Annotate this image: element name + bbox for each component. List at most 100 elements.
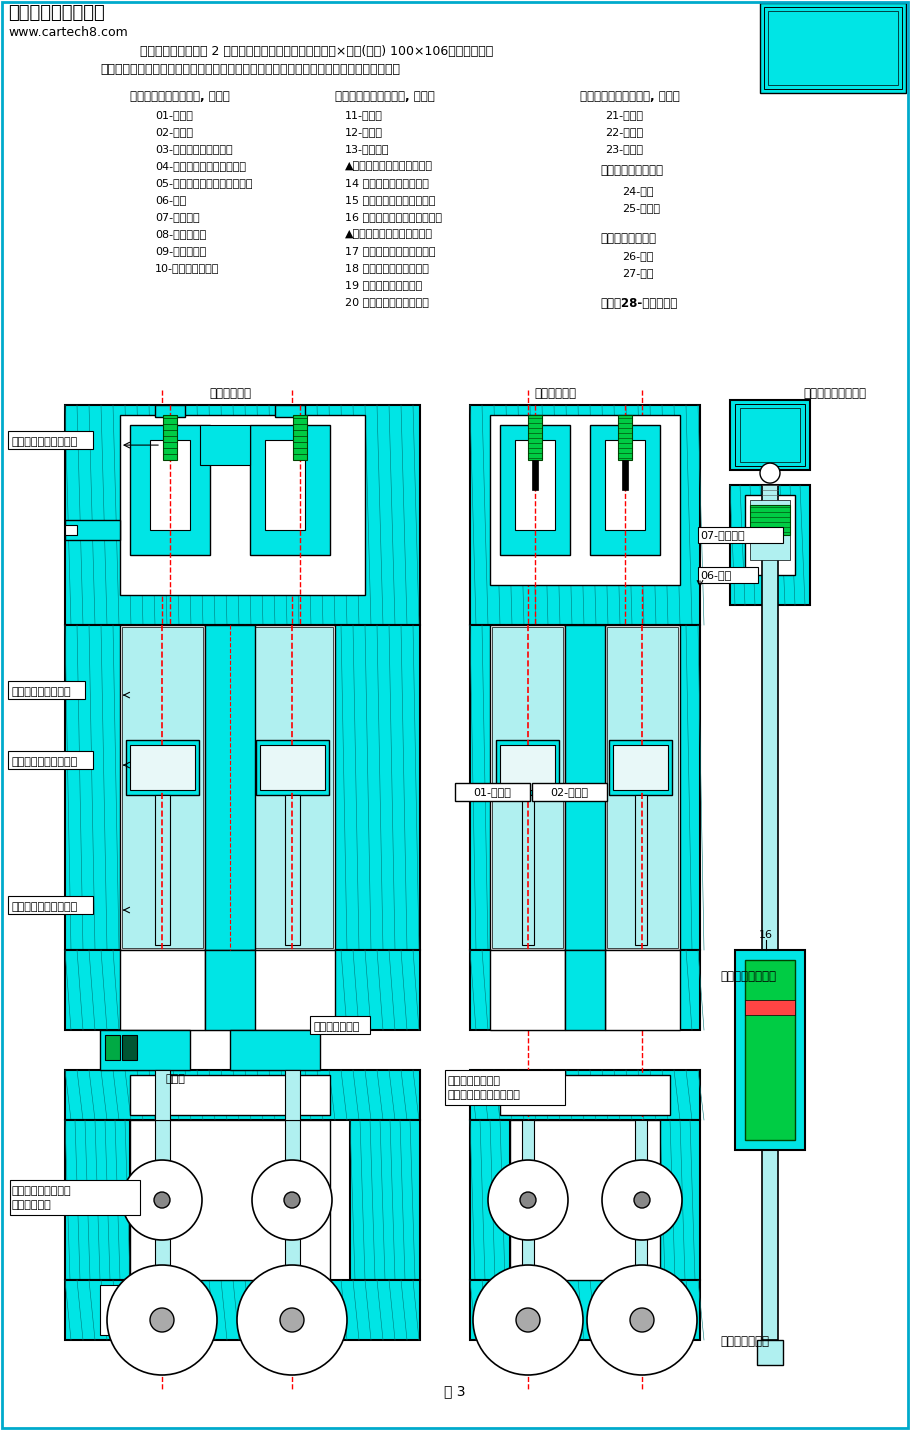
Bar xyxy=(130,745,195,789)
Circle shape xyxy=(488,1160,568,1240)
Bar xyxy=(470,950,700,1030)
Text: ▲新鲜空气进气口单向阀组件: ▲新鲜空气进气口单向阀组件 xyxy=(345,162,433,172)
Bar xyxy=(635,1120,647,1280)
Text: 13-密封圈盖: 13-密封圈盖 xyxy=(345,144,389,154)
Circle shape xyxy=(284,1193,300,1208)
Bar xyxy=(496,741,559,795)
Bar xyxy=(730,485,810,605)
Text: 之三：气缸体及汽缸套, 包括：: 之三：气缸体及汽缸套, 包括： xyxy=(580,90,680,103)
Text: 之四：活塞及活塞杆: 之四：活塞及活塞杆 xyxy=(11,686,71,696)
Text: 12-密封圈: 12-密封圈 xyxy=(345,127,383,137)
Bar xyxy=(764,7,902,89)
Circle shape xyxy=(630,1308,654,1331)
Text: 图 3: 图 3 xyxy=(444,1384,466,1399)
Text: 机座及其组件: 机座及其组件 xyxy=(12,1200,52,1210)
Bar xyxy=(256,741,329,795)
Text: 22-气缸套: 22-气缸套 xyxy=(605,127,643,137)
Text: 20 压缩空气出气口弹簧座: 20 压缩空气出气口弹簧座 xyxy=(345,297,429,307)
Bar xyxy=(618,415,632,460)
Bar xyxy=(740,408,800,462)
Bar xyxy=(730,400,810,470)
Bar xyxy=(532,784,607,801)
Bar xyxy=(745,960,795,1140)
Text: 01-汽缸盖: 01-汽缸盖 xyxy=(473,787,511,797)
Bar xyxy=(470,625,700,950)
Bar xyxy=(285,1070,300,1120)
Circle shape xyxy=(252,1160,332,1240)
Bar xyxy=(10,1180,140,1216)
Bar xyxy=(163,415,177,460)
Bar xyxy=(120,950,205,1030)
Circle shape xyxy=(154,1193,170,1208)
Text: 08-排气管接头: 08-排气管接头 xyxy=(155,229,207,239)
Bar xyxy=(470,405,700,625)
Bar xyxy=(122,1035,137,1060)
Text: 注塞顿: 注塞顿 xyxy=(165,1074,185,1084)
Text: 02-三通阀: 02-三通阀 xyxy=(550,787,588,797)
Bar xyxy=(265,440,305,531)
Bar xyxy=(760,3,906,93)
Circle shape xyxy=(122,1160,202,1240)
Circle shape xyxy=(280,1308,304,1331)
Bar xyxy=(8,897,93,914)
Bar xyxy=(605,440,645,531)
Text: 19 压缩空气出气口弹簧: 19 压缩空气出气口弹簧 xyxy=(345,280,422,290)
Bar xyxy=(100,1030,190,1070)
Bar xyxy=(515,440,555,531)
Bar xyxy=(293,415,307,460)
Bar xyxy=(260,745,325,789)
Bar xyxy=(252,628,333,948)
Text: 24-活塞: 24-活塞 xyxy=(622,186,653,196)
Bar xyxy=(490,1286,520,1336)
Bar xyxy=(205,625,255,950)
Bar xyxy=(757,1340,783,1366)
Text: 之一：汽缸盖及其组件: 之一：汽缸盖及其组件 xyxy=(11,438,77,448)
Bar xyxy=(8,430,93,449)
Text: 06-活阀: 06-活阀 xyxy=(700,571,732,581)
Bar xyxy=(735,405,805,466)
Circle shape xyxy=(107,1266,217,1376)
Bar xyxy=(607,628,678,948)
Text: 18 压缩空气出气口单向阀: 18 压缩空气出气口单向阀 xyxy=(345,263,429,273)
Text: 25-活塞杆: 25-活塞杆 xyxy=(622,203,660,213)
Bar xyxy=(8,681,85,699)
Text: 09-排气单向阀: 09-排气单向阀 xyxy=(155,246,207,256)
Bar xyxy=(120,415,365,595)
Bar xyxy=(500,745,555,789)
Bar xyxy=(565,950,605,1030)
Bar xyxy=(200,425,250,465)
Bar xyxy=(490,625,565,950)
Text: 27-气泵: 27-气泵 xyxy=(622,267,653,277)
Text: www.cartech8.com: www.cartech8.com xyxy=(8,26,127,39)
Bar xyxy=(155,795,170,945)
Text: 07-活阀弹簧: 07-活阀弹簧 xyxy=(155,212,199,222)
Bar xyxy=(310,1017,369,1034)
Bar xyxy=(65,521,120,541)
Bar xyxy=(126,741,199,795)
Text: 通过改造现在通用的 2 缸四行程汽缸活塞式发动机（缸径×行程(毫米) 100×106），利用其四: 通过改造现在通用的 2 缸四行程汽缸活塞式发动机（缸径×行程(毫米) 100×1… xyxy=(140,46,493,59)
Bar xyxy=(490,950,565,1030)
Bar xyxy=(65,950,420,1030)
Text: 01-汽缸盖: 01-汽缸盖 xyxy=(155,110,193,120)
Bar xyxy=(120,625,205,950)
Bar xyxy=(445,1070,565,1105)
Text: 03-燃烧室进气口单向阀: 03-燃烧室进气口单向阀 xyxy=(155,144,233,154)
Text: 之六：联接螺杆: 之六：联接螺杆 xyxy=(313,1022,359,1032)
Circle shape xyxy=(602,1160,682,1240)
Bar xyxy=(532,460,538,490)
Text: 发动机座及其组件: 发动机座及其组件 xyxy=(447,1075,500,1085)
Bar xyxy=(65,1280,420,1340)
Bar xyxy=(590,425,660,555)
Bar xyxy=(650,1286,680,1336)
Bar xyxy=(698,528,783,543)
Bar xyxy=(605,950,680,1030)
Text: 06-活阀: 06-活阀 xyxy=(155,194,187,204)
Bar xyxy=(605,625,680,950)
Bar xyxy=(528,415,542,460)
Bar xyxy=(490,415,680,585)
Text: 汽缸盖左视图: 汽缸盖左视图 xyxy=(534,388,576,400)
Bar xyxy=(510,1120,660,1280)
Circle shape xyxy=(237,1266,347,1376)
Bar xyxy=(250,425,330,555)
Text: 21-气缸体: 21-气缸体 xyxy=(605,110,643,120)
